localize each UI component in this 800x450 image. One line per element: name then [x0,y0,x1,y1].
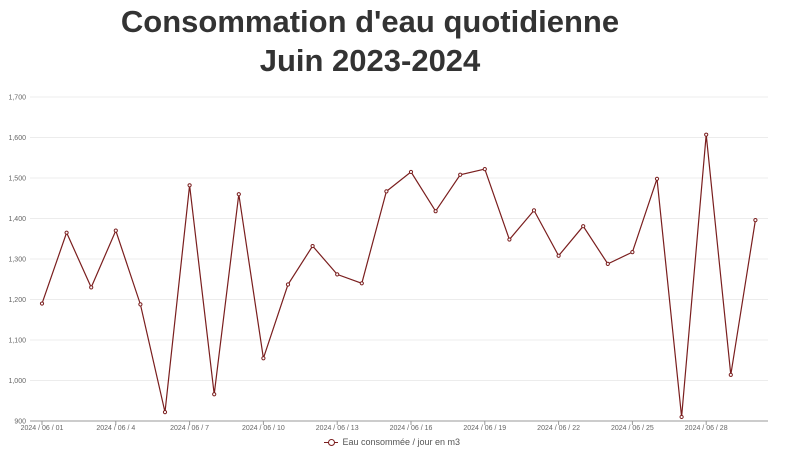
legend-label: Eau consommée / jour en m3 [342,437,461,447]
data-point[interactable] [408,169,414,175]
data-point[interactable] [39,301,45,306]
series-line [41,134,756,418]
x-tick-label: 2024 / 06 / 13 [316,425,359,432]
data-point[interactable] [335,272,340,277]
data-point[interactable] [433,209,438,214]
grid-lines [30,96,768,422]
series-layer [39,132,758,420]
y-tick-label: 1,100 [8,338,26,345]
y-tick-label: 1,400 [8,216,26,223]
data-point[interactable] [187,183,192,188]
data-point[interactable] [261,356,266,361]
legend-marker-icon [323,438,338,447]
x-tick-label: 2024 / 06 / 25 [611,425,654,432]
data-point[interactable] [285,282,291,287]
data-point[interactable] [581,224,586,229]
chart-title-line-2: Juin 2023-2024 [259,43,481,78]
x-tick-label: 2024 / 06 / 22 [537,425,580,432]
y-tick-label: 1,300 [8,257,26,264]
chart-title-line-1: Consommation d'eau quotidienne [120,4,620,39]
data-point[interactable] [64,230,69,235]
y-tick-label: 900 [14,419,26,426]
y-tick-label: 1,600 [8,135,26,142]
data-point[interactable] [630,250,635,255]
data-point[interactable] [359,281,364,286]
x-tick-label: 2024 / 06 / 01 [21,425,64,432]
x-tick-label: 2024 / 06 / 7 [170,425,209,432]
legend[interactable]: Eau consommée / jour en m3 [0,437,784,447]
data-point[interactable] [507,237,512,242]
data-point[interactable] [728,372,733,377]
x-axis: 2024 / 06 / 01 2024 / 06 / 4 2024 / 06 / 7… [21,420,768,432]
data-point[interactable] [753,218,758,223]
y-tick-label: 1,700 [8,95,26,102]
x-tick-label: 2024 / 06 / 10 [242,425,285,432]
data-point[interactable] [679,414,684,420]
y-tick-label: 1,200 [8,297,26,304]
data-point[interactable] [138,302,143,307]
data-point[interactable] [605,261,610,266]
data-point[interactable] [212,392,217,397]
data-point[interactable] [654,176,660,181]
chart-title: Consommation d'eau quotidienne Juin 2023… [0,2,740,80]
y-tick-label: 1,500 [8,176,26,183]
data-point[interactable] [704,132,709,137]
data-point[interactable] [482,166,487,172]
y-tick-label: 1,000 [8,378,26,385]
data-point[interactable] [162,409,168,415]
x-tick-label: 2024 / 06 / 4 [96,425,135,432]
data-point[interactable] [113,228,118,233]
data-point[interactable] [310,243,315,249]
data-point[interactable] [531,208,537,213]
data-point[interactable] [384,189,389,194]
data-point[interactable] [236,192,241,197]
data-point[interactable] [89,285,94,290]
data-point[interactable] [458,172,463,177]
y-axis-ticks: 900 1,000 1,100 1,200 1,300 1,400 1,500 1,600 1,… [8,95,26,426]
x-tick-label: 2024 / 06 / 19 [463,425,506,432]
data-point[interactable] [556,253,561,258]
x-tick-label: 2024 / 06 / 28 [685,425,728,432]
x-tick-label: 2024 / 06 / 16 [390,425,433,432]
